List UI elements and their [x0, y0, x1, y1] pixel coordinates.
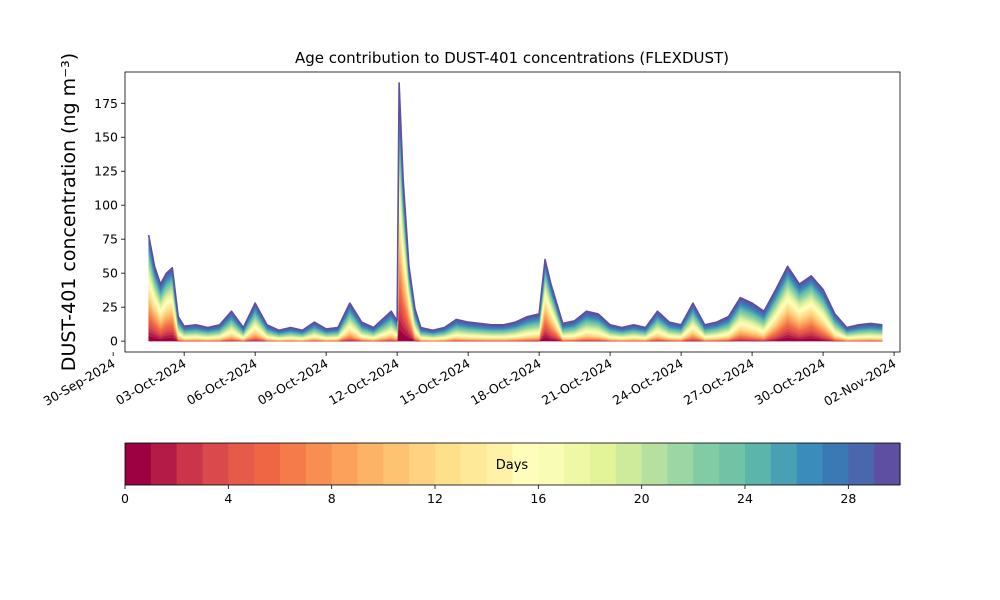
plot-frame	[124, 71, 901, 353]
y-tick-label: 100	[94, 198, 118, 213]
colorbar-ticks: 0 4 8 12 16 20 24 28	[121, 485, 856, 506]
colorbar-segment	[848, 443, 875, 485]
colorbar-tick-label: 20	[634, 491, 650, 506]
colorbar-tick-label: 28	[840, 491, 856, 506]
colorbar-segment	[538, 443, 565, 485]
colorbar-frame	[124, 442, 901, 486]
y-axis-label: DUST-401 concentration (ng m⁻³)	[58, 53, 80, 371]
x-tick-label: 02-Nov-2024	[821, 356, 899, 409]
colorbar-segment	[486, 443, 514, 485]
colorbar-segment	[512, 443, 539, 485]
colorbar-segment	[667, 443, 694, 485]
colorbar-segment	[435, 443, 462, 485]
colorbar-segment	[590, 443, 617, 485]
colorbar-segment	[564, 443, 591, 485]
total-line	[147, 82, 883, 332]
colorbar-segment	[409, 443, 436, 485]
colorbar-segment	[719, 443, 746, 485]
colorbar-segment	[822, 443, 849, 485]
colorbar-segment	[383, 443, 410, 485]
colorbar-label: Days	[496, 458, 529, 473]
colorbar-segment	[357, 443, 384, 485]
age-band-29	[148, 82, 883, 332]
colorbar-tick-label: 24	[737, 491, 753, 506]
colorbar-tick-label: 0	[121, 491, 129, 506]
colorbar-segment	[641, 443, 669, 485]
chart-title: Age contribution to DUST-401 concentrati…	[295, 49, 729, 67]
colorbar-segment	[874, 443, 901, 485]
y-tick-label: 0	[110, 334, 118, 349]
colorbar-tick-label: 12	[427, 491, 443, 506]
x-tick-label: 03-Oct-2024	[113, 356, 189, 408]
colorbar-segment	[693, 443, 720, 485]
x-tick-label: 30-Oct-2024	[752, 356, 828, 408]
colorbar-segment	[745, 443, 772, 485]
y-tick-label: 50	[102, 266, 118, 281]
colorbar-tick-label: 8	[328, 491, 336, 506]
colorbar-tick-label: 4	[224, 491, 232, 506]
colorbar-segment	[770, 443, 798, 485]
colorbar-segment	[125, 443, 152, 485]
x-tick-label: 24-Oct-2024	[610, 356, 686, 408]
colorbar-segment	[202, 443, 229, 485]
x-tick-label: 09-Oct-2024	[255, 356, 331, 408]
x-tick-label: 27-Oct-2024	[681, 356, 757, 408]
x-tick-label: 18-Oct-2024	[468, 356, 544, 408]
x-tick-label: 15-Oct-2024	[397, 356, 473, 408]
total-outline	[147, 82, 883, 332]
x-tick-label: 06-Oct-2024	[184, 356, 260, 408]
colorbar-segment	[228, 443, 255, 485]
y-tick-label: 125	[94, 164, 118, 179]
colorbar-segment	[150, 443, 178, 485]
stacked-age-areas	[148, 82, 883, 342]
colorbar-segment	[254, 443, 281, 485]
colorbar-segment	[615, 443, 643, 485]
y-tick-label: 150	[94, 130, 118, 145]
colorbar-segment	[176, 443, 204, 485]
colorbar-segment	[796, 443, 824, 485]
days-colorbar	[125, 443, 901, 485]
colorbar-tick-label: 16	[530, 491, 546, 506]
colorbar-segment	[460, 443, 488, 485]
y-tick-label: 75	[102, 232, 118, 247]
y-tick-label: 175	[94, 96, 118, 111]
x-tick-label: 12-Oct-2024	[326, 356, 402, 408]
x-axis: 30-Sep-202403-Oct-202406-Oct-202409-Oct-…	[41, 352, 899, 409]
colorbar-segment	[280, 443, 307, 485]
y-tick-label: 25	[102, 300, 118, 315]
x-tick-label: 21-Oct-2024	[539, 356, 615, 408]
colorbar-segment	[305, 443, 333, 485]
y-axis: 0 25 50 75 100 125 150 175	[94, 96, 125, 349]
colorbar-segment	[331, 443, 359, 485]
